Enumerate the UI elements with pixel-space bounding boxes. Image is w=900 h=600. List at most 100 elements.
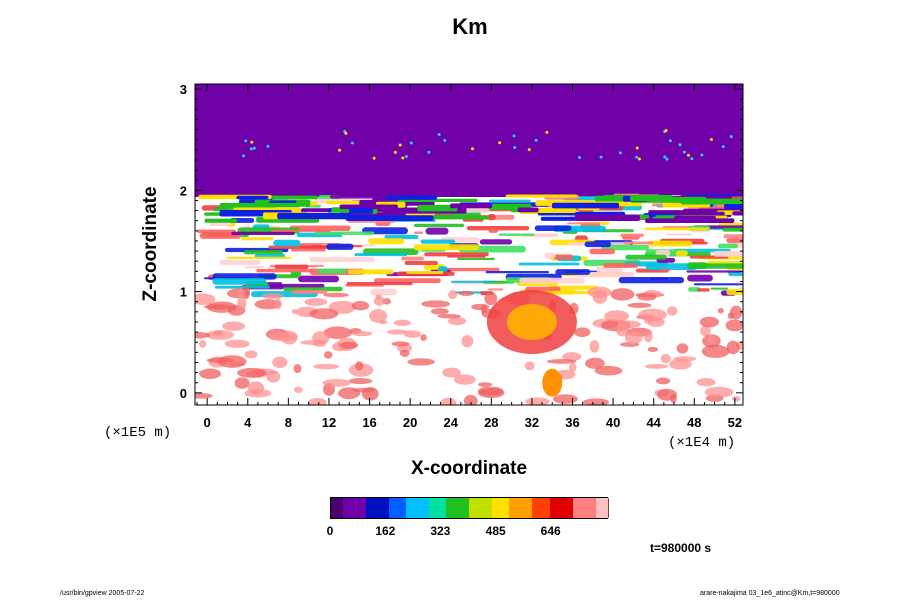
plume-blob — [704, 386, 734, 398]
shear-band — [715, 201, 743, 205]
turbulence-streak — [488, 199, 531, 203]
x-tick-label: 0 — [204, 415, 211, 430]
y-tick-label: 0 — [180, 386, 187, 401]
plume-blob — [727, 312, 734, 320]
turbulence-streak — [479, 239, 513, 245]
turbulence-streak — [226, 256, 292, 259]
plume-blob — [624, 330, 643, 345]
turbulence-streak — [326, 243, 354, 250]
speckle — [372, 156, 376, 160]
turbulence-streak — [693, 263, 743, 269]
turbulence-streak — [443, 267, 500, 272]
speckle — [393, 150, 397, 154]
turbulence-streak — [723, 234, 743, 239]
shear-band — [674, 211, 725, 216]
plume-blob — [453, 374, 476, 385]
plume-blob — [656, 377, 671, 385]
turbulence-streak — [485, 270, 549, 274]
speckle — [637, 157, 641, 161]
plume-blob — [261, 292, 284, 300]
turbulence-streak — [666, 233, 693, 236]
speckle — [578, 155, 582, 159]
y-axis-label: Z-coordinate — [140, 186, 161, 302]
speckle — [427, 150, 431, 154]
plume-layer — [195, 286, 743, 405]
speckle — [250, 140, 254, 144]
shear-band — [574, 214, 640, 222]
plume-blob — [592, 290, 608, 304]
plume-blob — [268, 332, 298, 342]
plume-blob — [725, 319, 743, 332]
turbulence-streak — [488, 288, 504, 291]
plume-blob — [604, 310, 630, 322]
speckle — [635, 155, 639, 159]
speckle — [599, 155, 603, 159]
plume-blob — [274, 298, 282, 310]
x-tick-label: 44 — [646, 415, 661, 430]
turbulence-streak — [717, 243, 739, 249]
colorbar-segment — [601, 498, 609, 518]
colorbar-tick-label: 646 — [540, 524, 561, 538]
x-tick-label: 20 — [403, 415, 417, 430]
plume-blob — [589, 340, 600, 353]
turbulence-streak — [271, 229, 331, 232]
shear-band — [505, 194, 578, 198]
chart-title: Km — [452, 14, 488, 39]
speckle — [512, 134, 516, 138]
plume-blob — [627, 302, 652, 308]
turbulence-streak — [348, 269, 394, 275]
x-tick-label: 40 — [606, 415, 620, 430]
turbulence-streak — [697, 288, 710, 292]
turbulence-streak — [425, 227, 449, 235]
speckle — [266, 144, 270, 148]
plume-blob — [309, 308, 339, 320]
plume-blob — [351, 330, 373, 337]
plume-blob — [247, 381, 264, 395]
plume-blob — [573, 327, 591, 338]
turbulence-streak — [196, 229, 236, 233]
speckle — [409, 141, 413, 145]
plume-blob — [430, 308, 449, 315]
y-tick-label: 1 — [180, 285, 187, 300]
speckle — [527, 148, 531, 152]
plume-blob — [546, 359, 577, 364]
x-axis-ticks: 0 4 8 12 16 20 24 28 32 36 40 44 48 52 — [196, 84, 742, 430]
plume-blob — [224, 339, 250, 348]
turbulence-streak — [317, 268, 348, 274]
plume-blob — [696, 378, 716, 387]
plume-blob — [461, 335, 474, 348]
turbulence-streak — [726, 288, 743, 295]
y-scale-label: (×1E5 m) — [104, 425, 172, 441]
plume-blob — [307, 398, 327, 405]
turbulence-streak — [555, 269, 591, 275]
colorbar-tick-label: 323 — [430, 524, 451, 538]
plume-blob — [391, 341, 410, 347]
footer-right: arare-nakajima 03_1e6_atinc@Km,t=980000 — [700, 590, 840, 597]
plume-blob — [638, 308, 668, 322]
turbulence-streak — [647, 240, 693, 247]
speckle — [664, 128, 668, 132]
plume-blob — [338, 387, 361, 400]
plume-blob — [244, 350, 258, 359]
turbulence-streak — [274, 264, 309, 269]
shear-band — [260, 195, 319, 200]
turbulence-streak — [498, 233, 535, 236]
turbulence-streak — [214, 285, 270, 289]
plume-blob — [726, 340, 740, 355]
plume-blob — [198, 368, 222, 380]
turbulence-streak — [691, 230, 711, 233]
plume-blob — [368, 309, 388, 323]
plume-blob — [617, 320, 642, 328]
speckle — [398, 143, 402, 147]
feature-central-plume — [486, 289, 577, 354]
speckle — [729, 135, 733, 139]
speckle — [344, 131, 348, 135]
turbulence-streak — [487, 214, 496, 221]
plume-blob — [447, 317, 467, 326]
plume-blob — [562, 352, 582, 362]
turbulence-streak — [450, 280, 495, 283]
turbulence-streak — [644, 227, 709, 231]
colorbar-tick-label: 0 — [326, 524, 334, 538]
speckle — [498, 141, 502, 145]
plume-blob — [254, 299, 282, 310]
